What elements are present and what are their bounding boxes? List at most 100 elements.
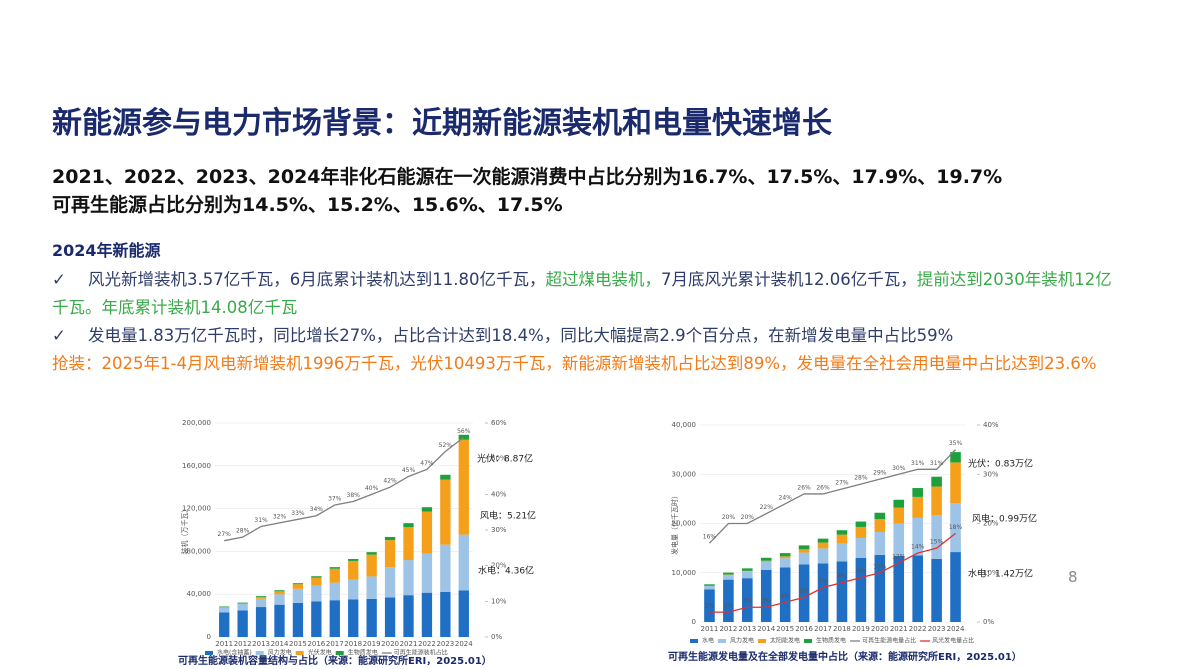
x-tick-label: 2015 — [289, 640, 307, 648]
bar-segment — [931, 515, 942, 559]
note: 抢装：2025年1-4月风电新增装机1996万千瓦，光伏10493万千瓦，新能源… — [52, 354, 1097, 373]
bar-segment — [237, 602, 248, 604]
bar-segment — [366, 598, 377, 637]
bar-segment — [931, 558, 942, 622]
y-tick-label: 20,000 — [672, 520, 697, 528]
legend-label: 水电(含抽蓄) — [217, 649, 252, 657]
bar-segment — [348, 560, 359, 580]
bar-segment — [779, 556, 791, 559]
bar-segment — [458, 434, 469, 440]
check-mark: ✓ — [52, 270, 66, 289]
bar-segment — [912, 488, 923, 497]
x-tick-label: 2011 — [701, 625, 719, 633]
legend-label: 风力发电 — [268, 649, 292, 657]
annotation: 光伏：0.83万亿 — [968, 458, 1033, 470]
line-value-label: 16% — [703, 534, 717, 541]
bar-segment — [292, 602, 304, 637]
page-number: 8 — [1068, 568, 1078, 586]
bar-segment — [742, 568, 753, 571]
y2-tick-label: 40% — [491, 490, 507, 498]
bar-segment — [723, 579, 734, 622]
line-value-label: 28% — [854, 475, 868, 482]
y2-tick-label: 10% — [491, 597, 507, 605]
bar-segment — [798, 564, 810, 622]
bullet: ✓ 风光新增装机3.57亿千瓦，6月底累计装机达到11.80亿千瓦，超过煤电装机，… — [52, 266, 1122, 322]
bar-segment — [836, 543, 848, 562]
section-heading: 2024年新能源 — [52, 241, 161, 260]
y2-tick-label: 0% — [491, 633, 502, 641]
bar-segment — [403, 527, 414, 561]
bar-segment — [311, 577, 322, 586]
annotation: 水电：4.36亿 — [478, 565, 534, 577]
bar-segment — [779, 553, 791, 557]
check-mark: ✓ — [52, 326, 66, 345]
bar-segment — [440, 474, 451, 480]
y-tick-label: 200,000 — [182, 419, 211, 427]
legend-label: 太阳能发电 — [770, 637, 800, 645]
line-value-label: 15% — [930, 539, 944, 546]
y-tick-label: 0 — [207, 633, 211, 641]
line-value-label: 3% — [743, 598, 753, 605]
y-tick-label: 10,000 — [672, 569, 697, 577]
x-tick-label: 2014 — [757, 625, 775, 633]
slide-title: 新能源参与电力市场背景：近期新能源装机和电量快速增长 — [52, 106, 832, 141]
bar-segment — [855, 521, 867, 527]
bar-segment — [836, 561, 848, 622]
bar-segment — [836, 530, 848, 535]
line-value-label: 5% — [799, 588, 809, 595]
y2-tick-label: 30% — [491, 526, 507, 534]
bar-segment — [403, 595, 414, 637]
y-tick-label: 40,000 — [187, 590, 212, 598]
legend-label: 生物质发电 — [348, 649, 378, 657]
line-value-label: 28% — [236, 528, 250, 535]
y-tick-label: 40,000 — [672, 421, 697, 429]
text-segment: 提前达到2030年装机12亿千瓦。年底累计装机14.08亿千瓦 — [52, 270, 1112, 317]
line-value-label: 4% — [780, 593, 790, 600]
chart: 0 40,000 80,000 120,000 160,000 200,000 0% 10% 2… — [180, 419, 536, 657]
bar-segment — [421, 553, 433, 593]
x-tick-label: 2024 — [455, 640, 473, 648]
line-value-label: 26% — [816, 484, 830, 491]
bar-segment — [458, 439, 469, 535]
line-value-label: 45% — [402, 467, 416, 474]
x-tick-label: 2017 — [814, 625, 832, 633]
text-segment: 风光新增装机3.57亿千瓦，6月底累计装机达到11.80亿千瓦， — [88, 270, 546, 289]
x-tick-label: 2013 — [252, 640, 270, 648]
x-tick-label: 2023 — [436, 640, 454, 648]
text-segment: 发电量1.83万亿千瓦时，同比增长27%，占比合计达到18.4%，同比大幅提高2… — [88, 326, 954, 345]
y-tick-label: 160,000 — [182, 462, 211, 470]
bar-segment — [950, 462, 961, 504]
line-series — [224, 436, 465, 542]
line-value-label: 32% — [273, 513, 287, 520]
y2-tick-label: 0% — [983, 618, 994, 626]
bar-segment — [329, 582, 340, 601]
line-value-label: 18% — [949, 524, 963, 531]
line-value-label: 37% — [328, 496, 342, 503]
y-tick-label: 0 — [692, 618, 696, 626]
bar-segment — [950, 552, 961, 622]
bar-segment — [219, 612, 230, 637]
text-segment: 7月底风光累计装机12.06亿千瓦， — [660, 270, 917, 289]
line-value-label: 29% — [873, 470, 887, 477]
bar-segment — [348, 599, 359, 637]
bar-segment — [742, 571, 753, 579]
bar-segment — [742, 578, 753, 622]
line-value-label: 22% — [760, 504, 774, 511]
bar-segment — [855, 526, 867, 538]
section-body: ✓ 风光新增装机3.57亿千瓦，6月底累计装机达到11.80亿千瓦，超过煤电装机，… — [52, 266, 1122, 378]
bar-segment — [874, 555, 886, 622]
bar-segment — [893, 499, 905, 508]
bar-segment — [760, 560, 772, 562]
text-segment: 超过煤电装机， — [545, 270, 661, 289]
legend-label: 水电 — [702, 637, 714, 645]
bar-segment — [798, 545, 810, 550]
bar-segment — [760, 557, 772, 561]
x-tick-label: 2012 — [719, 625, 737, 633]
annotation: 风电：0.99万亿 — [972, 513, 1037, 525]
bar-segment — [704, 584, 715, 586]
bar-segment — [704, 589, 715, 622]
line-value-label: 31% — [911, 460, 925, 467]
y-tick-label: 80,000 — [187, 547, 212, 555]
x-tick-label: 2024 — [947, 625, 965, 633]
